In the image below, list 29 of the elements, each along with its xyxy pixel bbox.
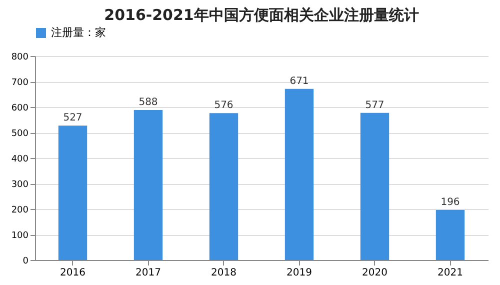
y-tick-label: 300 [11,180,29,190]
data-label: 577 [365,100,384,111]
bar [284,88,314,260]
data-label: 576 [214,100,234,112]
legend-label: 注册量：家 [51,26,106,39]
bar [134,110,163,260]
data-label: 588 [138,97,158,108]
x-tick-label: 2016 [60,268,86,278]
chart-title: 2016-2021年中国方便面相关企业注册量统计 [104,6,419,24]
x-tick-label: 2019 [286,268,312,278]
y-tick-label: 400 [11,154,29,164]
bar [436,210,465,260]
y-tick-label: 800 [11,52,29,62]
bar [58,126,88,260]
y-tick-label: 700 [11,78,29,88]
data-label: 196 [440,197,460,208]
data-label: 671 [290,76,309,87]
x-tick-label: 2018 [211,268,236,278]
x-tick-label: 2017 [136,268,161,278]
y-tick-label: 200 [11,206,29,216]
data-label: 527 [63,112,82,124]
y-tick-label: 0 [22,256,29,266]
x-tick-label: 2021 [438,268,463,278]
bar [360,112,390,260]
y-tick-label: 100 [11,231,29,241]
x-tick-label: 2020 [362,268,388,278]
y-tick-label: 500 [11,129,29,139]
bar [209,113,238,260]
y-tick-label: 600 [11,104,29,114]
